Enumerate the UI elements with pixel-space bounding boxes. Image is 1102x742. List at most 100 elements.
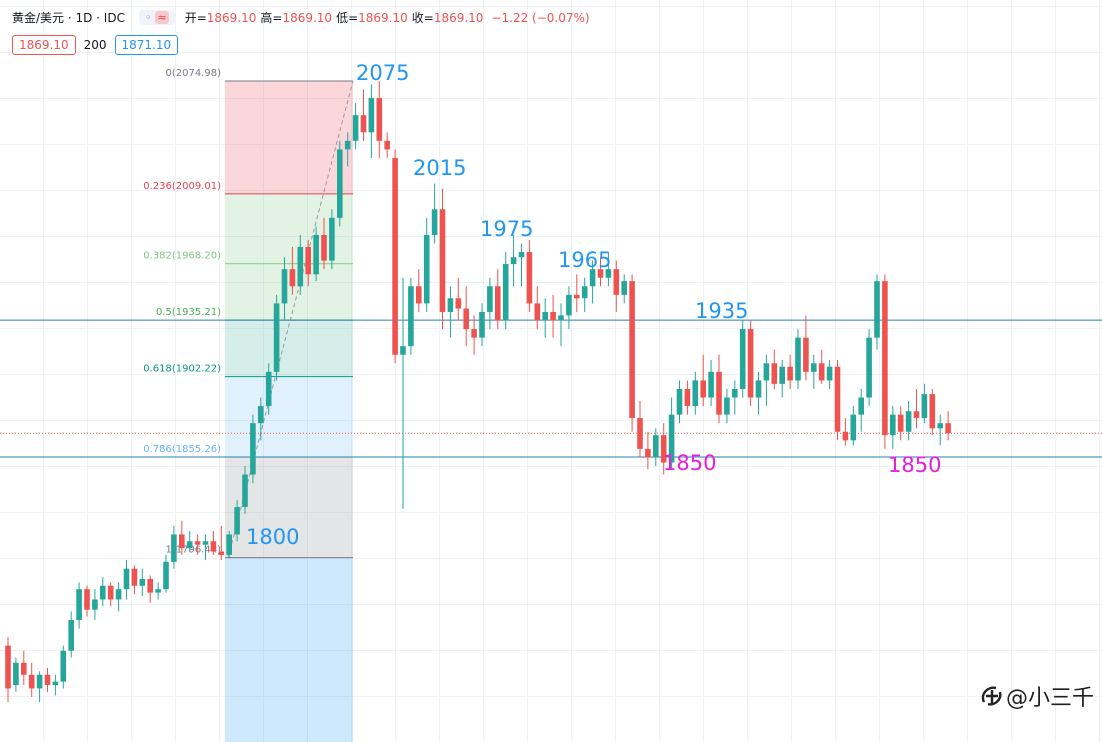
candle-body: [826, 366, 833, 381]
candle-body: [68, 619, 74, 651]
candle-body: [44, 674, 51, 686]
candle-body: [708, 371, 714, 398]
candle-body: [645, 448, 651, 458]
annotation: 2015: [413, 156, 466, 180]
candle-body: [250, 423, 256, 475]
fib-zone: [225, 263, 353, 321]
candle-body: [747, 329, 754, 398]
candle-body: [763, 363, 770, 381]
legend-bar: 黄金/美元 · 1D · IDC ◦ ≈ 开=1869.10 高=1869.10 低=…: [12, 9, 590, 26]
candle-body: [60, 650, 67, 682]
candle-body: [416, 286, 422, 304]
sell-button[interactable]: 1869.10: [12, 35, 76, 55]
candle-body: [313, 234, 319, 275]
annotation: 1935: [695, 299, 748, 323]
candle-body: [392, 157, 398, 355]
fib-label: 0.618(1902.22): [143, 364, 221, 375]
candle-body: [352, 115, 359, 141]
candle-body: [289, 269, 296, 287]
candle-body: [550, 311, 556, 321]
candle-body: [755, 380, 762, 398]
candle-body: [502, 264, 509, 321]
candle-body: [471, 329, 477, 338]
legend-buttons[interactable]: ◦ ≈: [138, 10, 175, 25]
candle-body: [202, 541, 209, 545]
candle-body: [92, 599, 98, 610]
candle-body: [518, 252, 525, 258]
candle-body: [171, 534, 177, 562]
watermark-icon: [981, 686, 1002, 706]
candle-body: [273, 303, 280, 372]
ohlc-value: 1869.10: [282, 11, 333, 25]
candle-body: [574, 294, 580, 299]
candle-body: [479, 311, 485, 338]
fib-label: 0.236(2009.01): [143, 181, 221, 192]
candle-body: [186, 541, 193, 549]
candle-body: [487, 286, 493, 312]
candle-body: [834, 366, 841, 432]
fib-label: 0.786(1855.26): [143, 444, 221, 455]
price-tags: 1869.10 200 1871.10: [12, 35, 179, 55]
candle-body: [13, 662, 19, 686]
candle-body: [131, 568, 138, 586]
watermark-text: @小三千: [1005, 686, 1094, 711]
candle-body: [52, 681, 59, 686]
toggle[interactable]: ◦: [144, 11, 152, 24]
candle-body: [218, 551, 225, 555]
candle-body: [281, 269, 288, 304]
ohlc-key: 低=: [336, 11, 359, 25]
candle-body: [716, 371, 722, 415]
candle-body: [408, 286, 414, 347]
fib-zone: [225, 320, 353, 377]
candle-body: [431, 209, 438, 235]
candle-body: [447, 298, 454, 312]
watermark: @小三千: [978, 680, 1094, 712]
buy-button[interactable]: 1871.10: [114, 35, 179, 55]
candle-body: [376, 98, 383, 141]
candle-body: [179, 534, 185, 549]
fib-zone: [225, 456, 353, 558]
candle-body: [882, 281, 888, 436]
candle-body: [890, 414, 896, 436]
candle-body: [226, 534, 232, 555]
fib-zone: [225, 80, 353, 194]
candle-body: [700, 380, 706, 398]
annotation: 1965: [558, 248, 611, 272]
candle-body: [858, 397, 864, 415]
candle-body: [732, 388, 738, 398]
candle-body: [795, 337, 801, 381]
candle-body: [897, 414, 904, 432]
annotation: 1850: [663, 451, 716, 475]
candle-body: [36, 674, 43, 689]
candle-body: [194, 541, 201, 545]
fib-trend: [227, 80, 354, 558]
candle-body: [423, 234, 430, 304]
candle-body: [100, 585, 106, 600]
fib-label: 0.382(1968.20): [143, 251, 221, 262]
candle-body: [210, 541, 217, 552]
fib-zone: [225, 376, 353, 457]
candle-body: [526, 252, 533, 304]
candle-body: [384, 140, 390, 150]
candle-body: [724, 397, 730, 415]
candle-body: [842, 431, 849, 441]
toggle[interactable]: ≈: [155, 11, 169, 24]
candle-body: [368, 98, 375, 133]
candle-body: [668, 414, 675, 463]
candle-body: [163, 561, 169, 590]
candle-body: [613, 269, 620, 295]
ohlc-value: 1869.10: [206, 11, 257, 25]
candle-body: [866, 337, 872, 398]
symbol: 黄金/美元 · 1D · IDC: [12, 11, 125, 25]
candle-body: [566, 294, 572, 316]
annotation: 1800: [246, 525, 299, 549]
candle-body: [913, 411, 920, 419]
candle-body: [510, 257, 517, 265]
candle-body: [123, 568, 130, 590]
candle-body: [739, 329, 746, 389]
candle-body: [258, 406, 264, 424]
candle-body: [344, 140, 351, 150]
